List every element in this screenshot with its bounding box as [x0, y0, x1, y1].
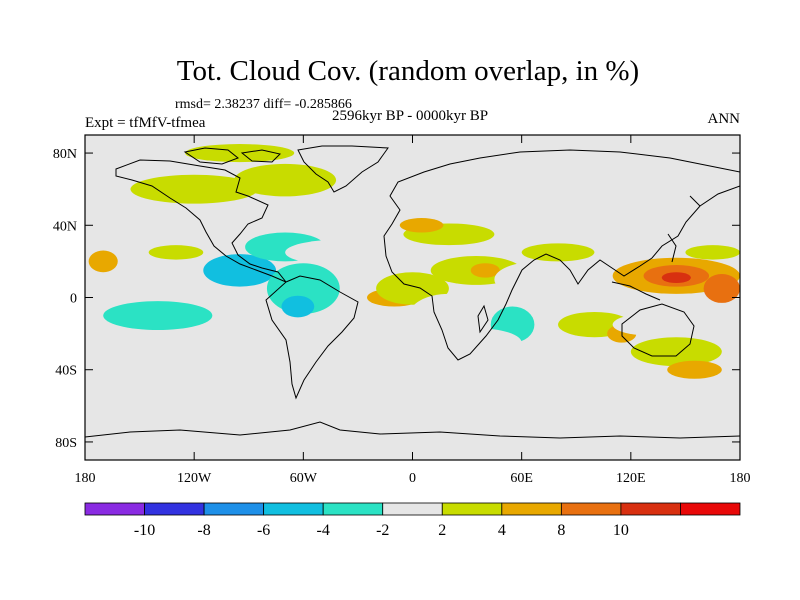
anomaly-region [103, 301, 213, 330]
colorbar-label: -10 [134, 522, 155, 539]
anomaly-region [112, 331, 313, 354]
y-axis: 80N 40N 0 40S 80S [53, 147, 740, 451]
anomaly-region [470, 263, 500, 278]
x-tick-label: 60E [510, 471, 533, 486]
colorbar-swatch [322, 502, 384, 516]
coastline-arctic-islands [183, 147, 281, 165]
anomaly-region [685, 245, 740, 260]
coastline-greenland [297, 145, 389, 193]
x-axis: 180 120W 60W 0 60E 120E 180 [75, 135, 751, 486]
colorbar-swatch [441, 502, 503, 516]
coastline-islands-asia [611, 195, 701, 301]
colorbar-swatch [382, 502, 443, 516]
anomaly-region [612, 313, 686, 336]
anomaly-region [85, 270, 204, 289]
colorbar-swatch [203, 502, 265, 516]
chart-title: Tot. Cloud Cov. (random overlap, in %) [177, 55, 639, 87]
x-tick-label: 60W [290, 471, 318, 486]
colorbar-label: 10 [613, 522, 629, 539]
stats-line: rmsd= 2.38237 diff= -0.285866 [175, 97, 352, 112]
colorbar-swatch [620, 502, 681, 516]
coastline-south-america [265, 275, 359, 400]
anomaly-region [234, 163, 337, 197]
coastline-australia [621, 303, 695, 357]
anomaly-region [88, 250, 118, 273]
y-tick-label: 40N [53, 219, 77, 234]
colorbar-labels: -10 -8 -6 -4 -2 2 4 8 10 [134, 522, 629, 539]
coastline-north-america [115, 159, 287, 283]
x-tick-label: 120E [616, 471, 646, 486]
map-area [84, 134, 741, 461]
anomaly-region [203, 254, 277, 287]
anomaly-region [281, 295, 315, 318]
colorbar-swatch [144, 502, 205, 516]
colorbar-label: 8 [557, 522, 565, 539]
anomaly-region [703, 274, 740, 303]
anomaly-region [667, 360, 722, 379]
coastline-madagascar [477, 304, 489, 334]
anomaly-region [661, 272, 691, 284]
colorbar-swatch [263, 502, 324, 516]
x-tick-label: 180 [730, 471, 751, 486]
anomaly-region [352, 225, 418, 255]
colorbar-label: -8 [197, 522, 210, 539]
anomaly-region [430, 328, 522, 358]
season-label: ANN [708, 111, 741, 127]
y-tick-label: 80N [53, 147, 77, 162]
anomaly-region [494, 261, 586, 298]
anomaly-region [148, 245, 204, 260]
anomaly-region [130, 174, 258, 204]
anomaly-region [299, 351, 380, 370]
experiment-label: Expt = tfMfV-tfmea [85, 115, 206, 131]
x-tick-label: 120W [177, 471, 212, 486]
colorbar-label: 2 [438, 522, 446, 539]
x-tick-label: 0 [409, 471, 416, 486]
x-tick-label: 180 [75, 471, 96, 486]
y-tick-label: 40S [55, 364, 77, 379]
colorbar-label: -4 [317, 522, 330, 539]
period-label: 2596kyr BP - 0000kyr BP [332, 108, 488, 124]
coastline-eurasia-africa [383, 149, 740, 361]
coastline-antarctica [85, 421, 740, 439]
anomaly-region [630, 337, 722, 367]
coastlines [85, 145, 740, 439]
anomaly-layer [85, 144, 740, 379]
colorbar-label: -2 [376, 522, 389, 539]
colorbar-label: -6 [257, 522, 270, 539]
colorbar-swatch [501, 502, 562, 516]
y-tick-label: 80S [55, 436, 77, 451]
colorbar-label: 4 [498, 522, 506, 539]
colorbar-swatch [84, 502, 145, 516]
colorbar [84, 502, 741, 516]
anomaly-region [408, 293, 489, 338]
colorbar-swatch [560, 502, 622, 516]
y-tick-label: 0 [70, 292, 77, 307]
anomaly-region [399, 218, 444, 233]
colorbar-swatch [680, 502, 741, 516]
